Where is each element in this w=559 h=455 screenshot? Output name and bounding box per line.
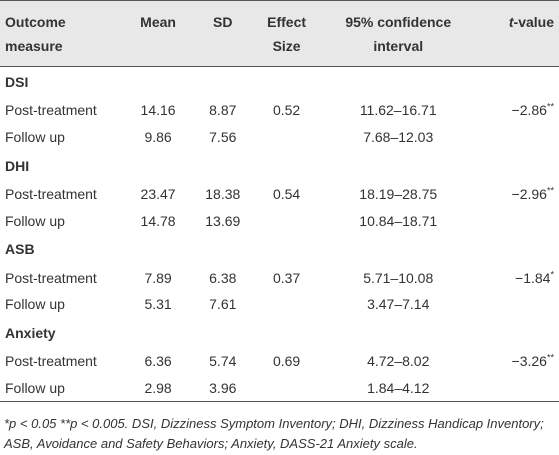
table-row: Post-treatment 23.47 18.38 0.54 18.19–28.75 −… bbox=[0, 181, 559, 208]
header-sd: SD bbox=[213, 14, 233, 30]
confidence-interval-cell: 3.47–7.14 bbox=[367, 296, 430, 313]
mean-cell: 5.31 bbox=[144, 296, 172, 313]
table-row: Post-treatment 6.36 5.74 0.69 4.72–8.02 −3.26… bbox=[0, 348, 559, 375]
header-t-value: t-value bbox=[477, 1, 559, 67]
table-row: Post-treatment 7.89 6.38 0.37 5.71–10.08 −1.8… bbox=[0, 264, 559, 291]
t-value-cell: −2.96** bbox=[477, 181, 559, 208]
row-name-cell: Follow up bbox=[5, 212, 65, 229]
group-label: ASB bbox=[5, 241, 35, 258]
row-name-cell: Post-treatment bbox=[5, 102, 97, 119]
header-outcome-measure: Outcome measure bbox=[5, 14, 66, 54]
group-row-dhi: DHI bbox=[0, 151, 559, 181]
sd-cell: 7.61 bbox=[209, 296, 237, 313]
effect-size-cell bbox=[253, 207, 320, 234]
sd-cell: 6.38 bbox=[209, 269, 237, 286]
mean-cell: 7.89 bbox=[144, 269, 172, 286]
sd-cell: 8.87 bbox=[209, 102, 237, 119]
confidence-interval-cell: 18.19–28.75 bbox=[359, 185, 438, 202]
t-value-cell bbox=[477, 291, 559, 318]
significance-marker: ** bbox=[546, 185, 554, 196]
table-row: Follow up 9.86 7.56 7.68–12.03 bbox=[0, 124, 559, 151]
row-name-cell: Post-treatment bbox=[5, 185, 97, 202]
header-mean: Mean bbox=[140, 14, 176, 30]
t-value: −3.26 bbox=[511, 353, 547, 370]
mean-cell: 14.78 bbox=[140, 212, 176, 229]
group-label: DHI bbox=[5, 157, 30, 174]
sd-cell: 18.38 bbox=[205, 185, 241, 202]
header-t-letter: t bbox=[508, 14, 514, 30]
row-name-cell: Post-treatment bbox=[5, 269, 97, 286]
table-row: Follow up 2.98 3.96 1.84–4.12 bbox=[0, 374, 559, 403]
mean-cell: 14.16 bbox=[140, 102, 176, 119]
sd-cell: 13.69 bbox=[205, 212, 241, 229]
confidence-interval-cell: 1.84–4.12 bbox=[319, 374, 477, 403]
table-body: DSI Post-treatment 14.16 8.87 0.52 11.62–16.7… bbox=[0, 67, 559, 403]
effect-size-cell: 0.69 bbox=[272, 353, 301, 370]
group-row-asb: ASB bbox=[0, 234, 559, 264]
significance-marker: * bbox=[550, 268, 554, 279]
effect-size-cell bbox=[253, 124, 320, 151]
row-name-cell: Follow up bbox=[5, 129, 65, 146]
t-value: −2.86 bbox=[511, 102, 547, 119]
confidence-interval-cell: 7.68–12.03 bbox=[363, 129, 434, 146]
results-table: Outcome measure Mean SD Effect Size 95% … bbox=[0, 0, 559, 403]
t-value: −1.84 bbox=[515, 269, 551, 286]
effect-size-cell: 0.54 bbox=[272, 185, 301, 202]
sd-cell: 5.74 bbox=[209, 353, 237, 370]
row-name-cell: Post-treatment bbox=[5, 353, 97, 370]
group-row-dsi: DSI bbox=[0, 67, 559, 98]
effect-size-cell bbox=[253, 374, 320, 403]
sd-cell: 7.56 bbox=[209, 129, 237, 146]
t-value-cell bbox=[477, 207, 559, 234]
effect-size-cell: 0.52 bbox=[272, 102, 301, 119]
mean-cell: 9.86 bbox=[144, 129, 172, 146]
confidence-interval-cell: 11.62–16.71 bbox=[359, 102, 437, 119]
effect-size-cell bbox=[253, 291, 320, 318]
header-row: Outcome measure Mean SD Effect Size 95% … bbox=[0, 0, 559, 67]
t-value-cell bbox=[476, 374, 559, 403]
confidence-interval-cell: 5.71–10.08 bbox=[363, 269, 434, 286]
group-label: DSI bbox=[5, 74, 29, 90]
header-effect-size: Effect Size bbox=[267, 14, 307, 54]
mean-cell: 23.47 bbox=[140, 185, 176, 202]
group-label: Anxiety bbox=[5, 324, 56, 341]
sd-cell: 3.96 bbox=[192, 374, 254, 403]
confidence-interval-cell: 4.72–8.02 bbox=[367, 353, 430, 370]
confidence-interval-cell: 10.84–18.71 bbox=[359, 212, 438, 229]
header-t-suffix: -value bbox=[513, 14, 554, 30]
row-name-cell: Follow up bbox=[0, 374, 124, 403]
significance-marker: ** bbox=[546, 352, 554, 363]
t-value-cell bbox=[477, 124, 559, 151]
table-row: Post-treatment 14.16 8.87 0.52 11.62–16.71 −2… bbox=[0, 97, 559, 124]
group-row-anxiety: Anxiety bbox=[0, 318, 559, 348]
significance-marker: ** bbox=[546, 101, 554, 112]
table-row: Follow up 14.78 13.69 10.84–18.71 bbox=[0, 207, 559, 234]
t-value: −2.96 bbox=[511, 185, 547, 202]
mean-cell: 2.98 bbox=[123, 374, 193, 403]
t-value-cell: −2.86** bbox=[477, 97, 559, 124]
table-footnote: *p < 0.05 **p < 0.005. DSI, Dizziness Sy… bbox=[4, 416, 544, 452]
table-header: Outcome measure Mean SD Effect Size 95% … bbox=[0, 0, 559, 67]
t-value-cell: −3.26** bbox=[477, 348, 559, 375]
row-name-cell: Follow up bbox=[5, 296, 65, 313]
table-row: Follow up 5.31 7.61 3.47–7.14 bbox=[0, 291, 559, 318]
effect-size-cell: 0.37 bbox=[272, 269, 301, 286]
t-value-cell: −1.84* bbox=[477, 264, 559, 291]
mean-cell: 6.36 bbox=[144, 353, 172, 370]
header-confidence-interval: 95% confidence interval bbox=[345, 14, 452, 54]
